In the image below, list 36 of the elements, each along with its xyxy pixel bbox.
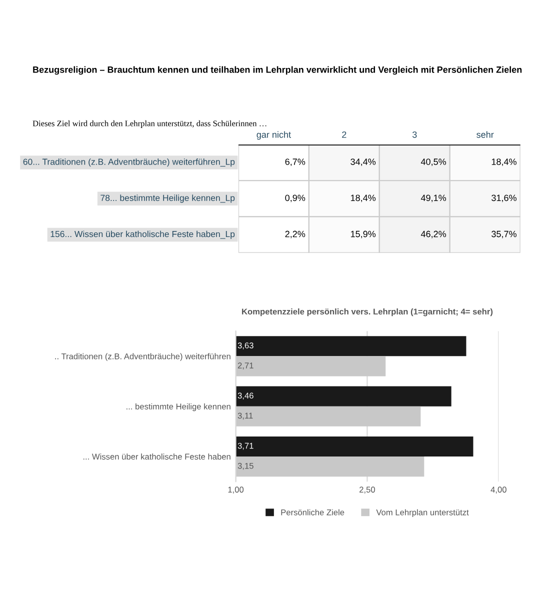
x-tick-label: 1,00 <box>228 486 244 494</box>
data-label: 3,46 <box>238 392 254 400</box>
data-label: 2,2% <box>285 230 306 238</box>
data-label: 40,5% <box>420 158 446 166</box>
x-tick-label: 2 <box>342 131 346 138</box>
chart-title: Bezugsreligion – Brauchtum kennen und teilhaben im Lehrplan verwirklicht und Vergleich mit Persönlichen Zielen <box>33 66 522 75</box>
y-tick-label: 156... Wissen über katholische Feste haben_Lp <box>50 230 235 239</box>
x-tick-label: gar nicht <box>256 131 291 140</box>
legend-label: Vom Lehrplan unterstützt <box>376 509 469 517</box>
data-label: 35,7% <box>492 230 516 238</box>
data-label: 3,11 <box>238 412 253 420</box>
data-label: 46,2% <box>420 230 446 238</box>
data-label: 3,15 <box>238 462 254 470</box>
data-label: 31,6% <box>492 194 516 202</box>
y-tick-label: 78... bestimmte Heilige kennen_Lp <box>100 194 235 203</box>
y-tick-label: ... Wissen über katholische Feste haben <box>83 453 230 460</box>
legend-label: Persönliche Ziele <box>281 509 344 516</box>
y-tick-label: 60... Traditionen (z.B. Adventbräuche) weiterführen_Lp <box>23 158 235 167</box>
data-label: 34,4% <box>350 158 376 166</box>
data-label: 2,71 <box>238 362 254 370</box>
y-tick-label: ... bestimmte Heilige kennen <box>126 403 230 412</box>
x-tick-label: 4,00 <box>490 486 506 494</box>
data-label: 3,63 <box>238 342 254 350</box>
x-tick-label: 3 <box>412 131 417 138</box>
text: Dieses Ziel wird durch den Lehrplan unterstützt, dass Schülerinnen … <box>32 120 266 128</box>
data-label: 15,9% <box>350 230 376 238</box>
data-label: 3,71 <box>238 442 254 450</box>
data-label: 18,4% <box>492 158 516 166</box>
data-label: 0,9% <box>285 194 306 202</box>
x-tick-label: 2,50 <box>360 486 375 494</box>
data-label: 6,7% <box>285 158 306 166</box>
data-label: 18,4% <box>350 194 376 202</box>
x-tick-label: sehr <box>476 131 494 138</box>
data-label: 49,1% <box>420 194 446 202</box>
y-tick-label: .. Traditionen (z.B. Adventbräuche) weiterführen <box>55 353 230 361</box>
chart-title: Kompetenzziele persönlich vers. Lehrplan (1=garnicht; 4= sehr) <box>242 308 493 316</box>
